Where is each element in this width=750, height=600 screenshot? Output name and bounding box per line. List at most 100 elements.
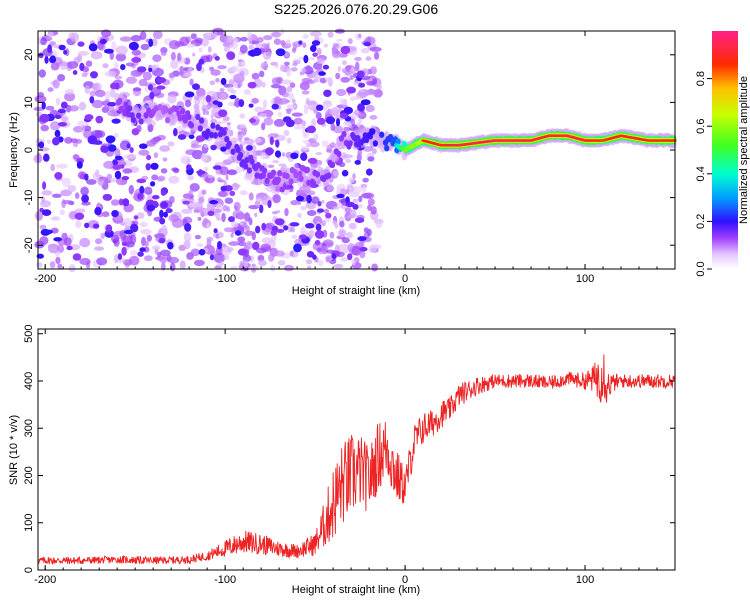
spectrogram-noise-cell [270,84,282,89]
spectrogram-signal-cell [220,77,227,86]
spectrogram-noise-cell [339,98,346,104]
spectrogram-noise-cell [180,155,192,165]
spectrogram-noise-cell [271,233,277,243]
spectrogram-signal-cell [248,103,254,108]
spectrogram-noise-cell [162,157,168,162]
spectrogram-noise-cell [139,31,147,40]
spectrogram-noise-cell [188,189,194,195]
spectrogram-noise-cell [371,148,377,155]
spectrogram-noise-cell [350,46,357,52]
spectrogram-signal-cell [105,135,116,144]
spectrogram-ridge-cell [364,136,370,143]
spectrogram-cells [33,27,677,273]
spectrogram-noise-cell [126,241,135,248]
spectrogram-noise-cell [49,261,56,269]
spectrogram-ridge-cell [384,145,390,152]
spectrogram-signal-cell [267,200,272,208]
spectrogram-signal-cell [279,186,285,193]
spectrogram-signal-cell [306,125,316,134]
spectrogram-ridge-cell [298,175,304,182]
spectrogram-noise-cell [146,234,152,242]
spectrogram-noise-cell [354,61,360,72]
spectrogram-signal-cell [139,143,148,149]
spectrogram-noise-cell [200,95,207,100]
spectrogram-signal-cell [271,103,279,110]
spectrogram-noise-cell [369,115,378,120]
spectrogram-noise-cell [187,67,193,73]
spectrogram-signal-cell [120,64,126,71]
y-tick-label: 0 [23,567,35,573]
spectrogram-noise-cell [293,125,304,130]
spectrogram-noise-cell [218,179,226,183]
spectrogram-signal-cell [72,70,78,75]
spectrogram-signal-cell [146,154,152,161]
spectrogram-noise-cell [168,175,180,184]
spectrogram-noise-cell [300,146,309,152]
spectrogram-noise-cell [358,33,362,38]
spectrogram-signal-cell [288,184,294,190]
spectrogram-signal-cell [52,137,60,146]
spectrogram-ridge-cell [270,169,276,176]
spectrogram-signal-cell [77,41,85,47]
x-tick-label: -200 [34,273,56,285]
spectrogram-signal-cell [84,222,90,229]
spectrogram-ridge-cell [246,167,252,174]
spectrogram-noise-cell [75,220,82,228]
spectrogram-noise-cell [89,90,97,97]
spectrogram-signal-cell [325,116,336,125]
spectrogram-noise-cell [290,200,299,206]
spectrogram-noise-cell [267,113,272,119]
spectrogram-signal-cell [325,212,332,219]
spectrogram-noise-cell [285,39,291,46]
spectrogram-signal-cell [275,139,280,148]
spectrogram-ridge-cell [314,171,321,178]
spectrogram-noise-cell [250,263,257,273]
spectrogram-noise-cell [200,152,208,162]
colorbar-tick-label: 0.8 [695,71,707,86]
spectrogram-noise-cell [131,49,141,56]
spectrogram-noise-cell [259,70,265,78]
spectrogram-noise-cell [248,192,254,201]
spectrogram-noise-cell [177,52,182,62]
spectrogram-noise-cell [300,205,307,211]
spectrogram-signal-cell [149,91,155,100]
spectrogram-signal-cell [72,253,82,261]
spectrogram-noise-cell [253,265,260,271]
spectrogram-ridge-cell [226,140,232,148]
spectrogram-noise-cell [215,233,219,240]
spectrogram-signal-cell [310,44,317,53]
y-tick-label: 100 [23,514,35,532]
spectrogram-noise-cell [90,51,103,60]
spectrogram-signal-cell [173,128,178,137]
spectrogram-noise-cell [329,110,336,114]
spectrogram-noise-cell [104,90,112,100]
spectrogram-noise-cell [245,225,250,232]
spectrogram-signal-cell [152,195,160,200]
spectrogram-noise-cell [45,105,55,111]
spectrogram-noise-cell [333,170,339,177]
spectrogram-noise-cell [62,200,73,205]
spectrogram-signal-cell [354,217,365,223]
spectrogram-noise-cell [125,62,135,67]
spectrogram-noise-cell [110,199,120,206]
spectrogram-signal-cell [356,70,365,79]
spectrogram-noise-cell [254,137,262,144]
spectrogram-signal-cell [252,47,262,57]
spectrogram-noise-cell [48,29,54,39]
spectrogram-ridge-cell [370,128,376,135]
spectrogram-signal-cell [159,217,166,225]
spectrogram-noise-cell [169,40,180,50]
spectrogram-noise-cell [125,76,137,84]
spectrogram-noise-cell [94,246,105,251]
spectrogram-noise-cell [317,59,323,65]
spectrogram-signal-cell [249,118,256,124]
spectrogram-noise-cell [282,152,286,157]
spectrogram-noise-cell [168,72,176,79]
spectrogram-noise-cell [322,101,333,108]
spectrogram-signal-cell [198,58,205,65]
spectrogram-signal-cell [213,228,218,234]
spectrogram-noise-cell [184,72,193,77]
spectrogram-signal-cell [42,181,47,190]
spectrogram-signal-cell [359,246,368,252]
spectrogram-noise-cell [187,175,195,181]
